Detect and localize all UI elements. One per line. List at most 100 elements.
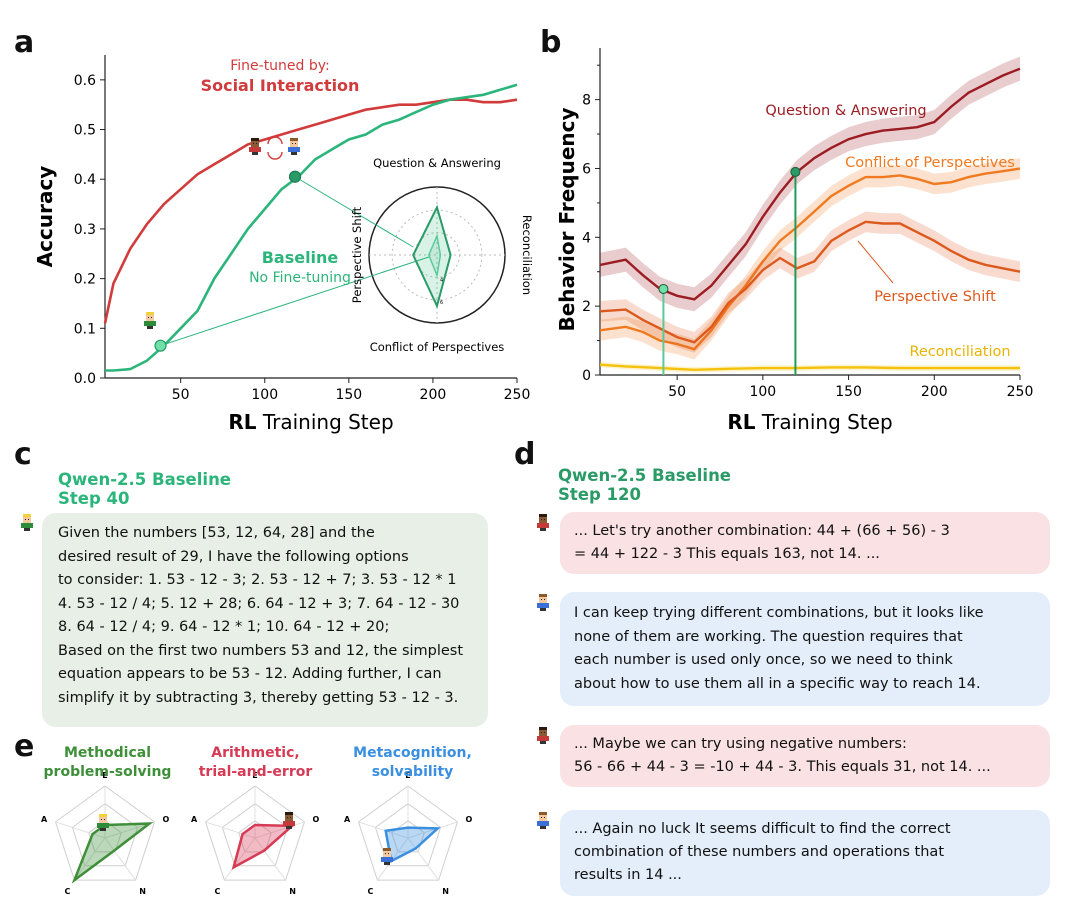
e-grid-1-0 [204,785,306,881]
b-xtick-label: 200 [921,384,948,400]
e-grid-2-1 [374,803,442,867]
c-avatar-shirt [21,523,33,528]
b-ytick-label: 2 [582,299,591,315]
d-avatar-0-eye-l [541,519,542,520]
e-axis-label-C: C [367,887,373,896]
panel-c-line: Based on the first two numbers 53 and 12… [58,642,464,659]
radar-title-arithmetic-1: Arithmetic, [211,745,300,761]
panel-letter-a: a [14,25,35,60]
d-avatar-1-eye-r [544,599,545,600]
panel-d-message: ... Again no luck It seems difficult to … [560,810,1050,896]
panel-d-line: ... Again no luck It seems difficult to … [574,821,951,837]
panel-d-line: none of them are working. The question r… [574,628,963,645]
a-radar-step120 [412,204,452,309]
a-xtick-label: 150 [335,387,362,403]
d-avatar-1-eye-l [541,599,542,600]
a-connector-120 [294,176,414,248]
radar-title-metacognition: Metacognition, solvability [345,744,480,782]
panel-d-title-line2: Step 120 [558,485,641,504]
panel-letter-d: d [514,437,536,472]
e-avatar-2-eye-r [388,853,389,854]
a-avatar-social-1-shirt [249,147,261,152]
b-series-label-3: Reconciliation [909,344,1010,360]
baseline-label-line2: No Fine-tuning [249,270,351,286]
b-shift-pointer [857,240,894,284]
b-ytick-label: 0 [582,368,591,384]
panel-d-message: ... Maybe we can try using negative numb… [560,725,1050,787]
b-marker-point-1 [790,166,801,177]
b-series-3 [599,363,1020,372]
d-avatar-3-face [539,815,547,821]
d-avatar-0-shirt [537,523,549,528]
a-xlabel: RL Training Step [228,410,393,434]
e-axis-label-E: E [102,771,107,780]
a-xtick-label: 250 [504,387,531,403]
e-avatar-2-face [383,851,391,857]
radar-title-metacognition-2: solvability [371,764,454,780]
b-series-1 [599,167,1021,351]
e-axis-label-C: C [214,887,220,896]
a-avatar-social-2 [288,138,300,155]
a-avatar-social-1 [249,138,261,155]
e-avatar-0-shirt [97,823,109,828]
a-avatar-social-1-legs [252,152,258,155]
b-ytick-label: 4 [582,230,591,246]
b-xtick-label: 50 [668,384,686,400]
a-avatar-baseline-hair [146,312,154,315]
a-series-1 [105,83,518,372]
a-avatar-social-2-legs [291,152,297,155]
c-avatar-face [23,517,31,523]
panel-b-axes: 0 2 4 6 8 50 100 150 200 250 RL Training Step Behav… [555,48,1033,434]
panel-letter-b: b [540,25,562,60]
c-avatar-legs [24,528,30,531]
a-radar-label-qa: Question & Answering [373,156,501,170]
e-avatar-0-legs [100,828,106,831]
a-avatar-social-2-face [290,141,298,147]
radar-title-methodical-2: problem-solving [43,764,172,780]
e-avatar-1-eye-r [290,817,291,818]
panel-d-line: = 44 + 122 - 3 This equals 163, not 14. … [574,546,880,562]
panel-e-radars: E O N C A E O N C A E O N C A [41,771,472,896]
d-avatar-3-legs [540,826,546,829]
panel-d-line: ... Let's try another combination: 44 + … [574,523,950,539]
social-label-line2: Social Interaction [200,76,360,95]
e-avatar-1-legs [286,826,292,829]
panel-d-title: Qwen-2.5 Baseline Step 120 [558,466,731,504]
e-grid-1-2 [238,820,272,853]
a-xtick-label: 200 [420,387,447,403]
panel-c-line: simplify it by subtracting 3, thereby ge… [58,689,459,706]
d-avatar-2-eye-l [541,732,542,733]
d-avatar-0-eye-r [544,519,545,520]
d-avatar-0-legs [540,528,546,531]
a-ytick-label: 0.5 [74,123,96,139]
e-axis-label-N: N [139,887,146,896]
d-avatar-1-face [539,597,547,603]
e-grid-0-0 [54,785,156,881]
b-ytick-label: 6 [582,161,591,177]
panel-c-title-line1: Qwen-2.5 Baseline [58,470,232,489]
d-avatar-2-hair [539,727,547,730]
b-xtick-label: 100 [749,384,776,400]
panel-c-text-box: Given the numbers [53, 12, 64, 28] and t… [42,513,488,727]
d-avatar-3 [537,812,549,829]
d-avatar-2 [537,727,549,744]
d-avatar-3-eye-l [541,817,542,818]
a-ytick-label: 0.0 [74,371,96,387]
panel-c-line: Given the numbers [53, 12, 64, 28] and t… [58,525,375,541]
e-avatar-1-shirt [283,821,295,826]
a-ytick-label: 0.1 [74,321,96,337]
social-label-line1: Fine-tuned by: [230,58,330,74]
c-avatar-eye-l [25,519,26,520]
e-avatar-2-shirt [381,857,393,862]
a-avatar-baseline [144,312,156,329]
radar-title-methodical: Methodical problem-solving [40,744,175,782]
a-xtick-label: 100 [251,387,278,403]
e-axis-label-A: A [344,815,351,824]
b-marker-point-0 [658,283,669,294]
e-avatar-0 [97,814,109,831]
panel-d-message: ... Let's try another combination: 44 + … [560,512,1050,574]
a-ylabel: Accuracy [33,166,57,268]
b-series-label-1: Conflict of Perspectives [845,155,1015,171]
panel-c-title: Qwen-2.5 Baseline Step 40 [58,470,231,508]
d-avatar-1 [537,594,549,611]
